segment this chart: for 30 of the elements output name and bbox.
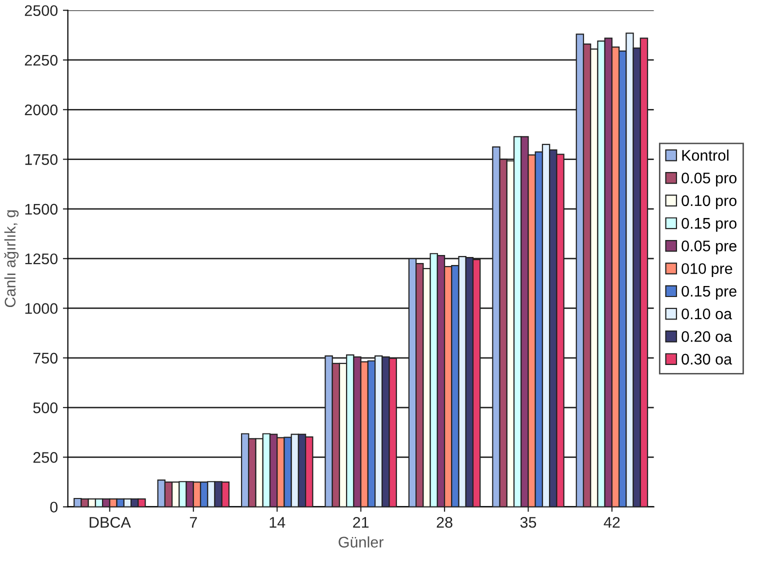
x-axis-title: Günler	[338, 536, 384, 548]
y-tick-label: 1250	[25, 253, 58, 264]
legend-label: 0.30 oa	[682, 354, 732, 365]
y-tick-label: 1000	[25, 303, 58, 314]
legend-label: 0.15 pro	[682, 218, 736, 232]
y-tick-label: 750	[33, 352, 58, 364]
y-tick-label: 2000	[24, 104, 58, 116]
x-tick-label: DBCA	[90, 516, 131, 528]
x-tick-label: 42	[604, 516, 620, 528]
y-tick-label: 2500	[24, 5, 58, 16]
y-tick-label: 0	[50, 502, 58, 513]
x-tick-label: 28	[436, 516, 452, 528]
y-tick-label: 2250	[24, 54, 58, 66]
legend-label: 0.20 oa	[682, 331, 732, 342]
y-tick-label: 250	[33, 452, 58, 463]
legend-label: 010 pre	[682, 263, 732, 278]
legend-label: 0.05 pre	[682, 240, 736, 254]
legend-label: Kontrol	[682, 150, 728, 161]
y-tick-label: 1750	[25, 154, 58, 165]
x-tick-label: 35	[520, 516, 536, 528]
x-tick-label: 21	[353, 516, 369, 528]
y-tick-label: 1500	[25, 204, 58, 215]
legend-label: 0.15 pre	[682, 286, 736, 300]
x-tick-label: 14	[270, 517, 286, 528]
legend-label: 0.05 pro	[682, 172, 736, 186]
x-tick-label: 7	[190, 517, 197, 528]
y-tick-label: 500	[33, 402, 58, 414]
legend-label: 0.10 oa	[682, 308, 732, 320]
legend-label: 0.10 pro	[682, 195, 736, 210]
y-axis-title: Canlı ağırlık, g	[4, 210, 19, 308]
